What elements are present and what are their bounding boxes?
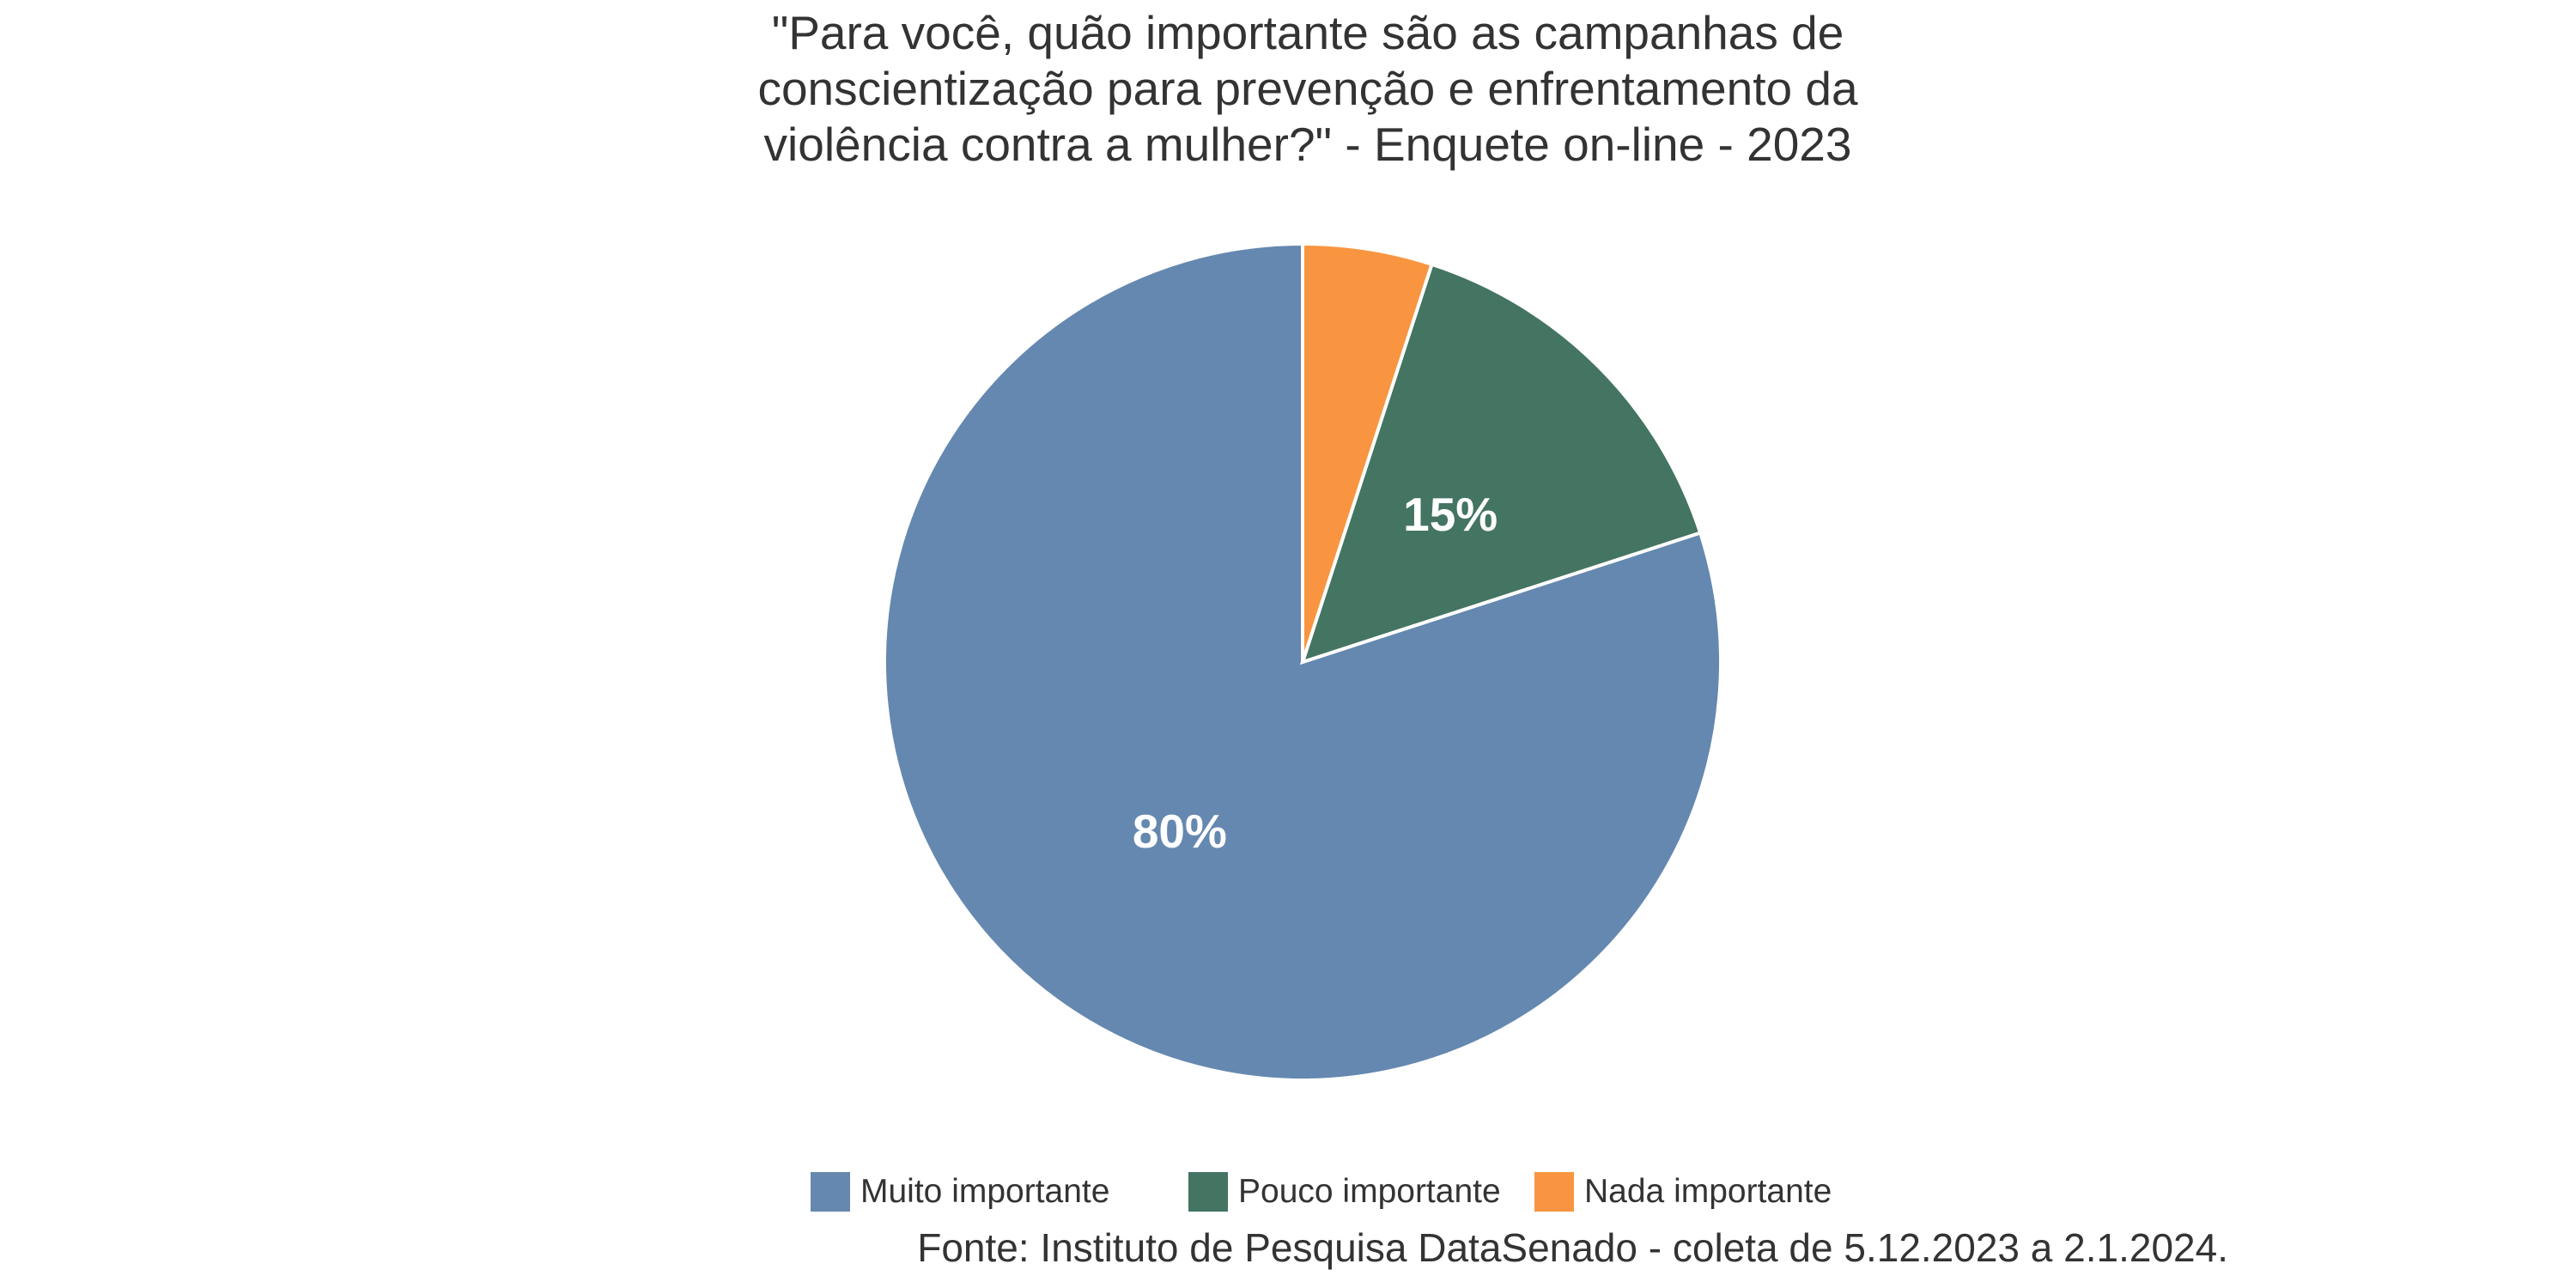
legend-item-nada-importante: Nada importante: [1534, 1168, 1832, 1216]
legend-label: Nada importante: [1584, 1173, 1832, 1210]
legend-item-pouco-importante: Pouco importante: [1188, 1168, 1501, 1216]
pie-data-label: 80%: [1133, 805, 1227, 858]
chart-title-line: "Para você, quão importante são as campa…: [771, 6, 1844, 59]
pie-slices: [883, 241, 1722, 1082]
legend-swatch: [811, 1172, 850, 1212]
pie-slice-pouco-importante: [1299, 262, 1703, 665]
chart-title: "Para você, quão importante são as campa…: [0, 5, 2576, 173]
pie-slice-nada-importante: [1301, 241, 1435, 663]
legend-swatch: [1188, 1172, 1228, 1212]
legend-item-muito-importante: Muito importante: [811, 1168, 1109, 1216]
legend-label: Muito importante: [860, 1173, 1110, 1210]
chart-title-line: violência contra a mulher?" - Enquete on…: [763, 118, 1852, 171]
legend-label: Pouco importante: [1238, 1173, 1501, 1210]
pie-labels: 80% 15%: [1133, 488, 1498, 858]
chart-legend: Muito importante Pouco importante Nada i…: [0, 1168, 2576, 1216]
pie-data-label: 15%: [1403, 488, 1498, 541]
chart-caption: Fonte: Instituto de Pesquisa DataSenado …: [917, 1225, 2228, 1270]
chart-title-line: conscientização para prevenção e enfrent…: [757, 62, 1858, 115]
legend-swatch: [1534, 1172, 1574, 1212]
